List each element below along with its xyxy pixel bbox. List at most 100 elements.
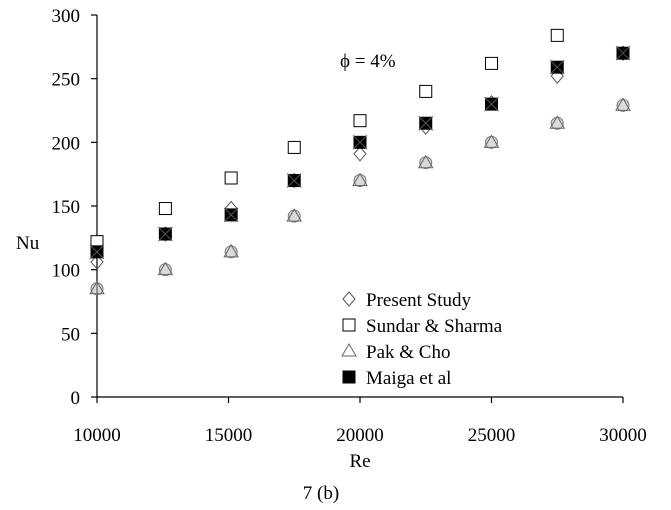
x-tick-label: 25000 <box>468 425 516 446</box>
y-tick-labels: 0 50 100 150 200 250 300 <box>52 6 81 409</box>
x-tick-labels: 10000 15000 20000 25000 30000 <box>73 425 647 446</box>
data-point-circle <box>90 282 104 296</box>
legend-label: Present Study <box>366 290 472 311</box>
legend-item: Pak & Cho <box>341 342 450 363</box>
data-point-triangle <box>615 97 631 111</box>
data-point-x-stroke-b <box>484 96 499 112</box>
data-point-triangle <box>157 261 174 276</box>
data-point-triangle-shape <box>352 172 368 187</box>
data-point-circle-shape <box>158 263 172 277</box>
data-point-square-shape <box>287 140 301 154</box>
legend-marker-shape <box>342 291 356 307</box>
data-point-triangle-shape <box>417 154 434 169</box>
data-point-square-shape <box>550 28 564 42</box>
series-circle <box>90 98 630 296</box>
data-point-x-stroke-b <box>158 226 173 242</box>
data-point-diamond-shape <box>90 254 104 270</box>
data-point-square <box>287 140 301 154</box>
series-x <box>89 45 631 260</box>
data-point-triangle <box>483 134 500 148</box>
data-point-square <box>550 28 564 42</box>
legend-marker <box>341 343 357 357</box>
data-point-triangle-shape <box>549 115 566 129</box>
data-point-diamond <box>550 68 564 84</box>
data-point-triangle-shape <box>615 97 631 111</box>
data-point-x-stroke-b <box>89 244 105 260</box>
legend-item: Sundar & Sharma <box>342 316 503 337</box>
data-point-x <box>89 244 105 260</box>
x-tick-label: 10000 <box>73 425 121 446</box>
data-point-x-stroke-b <box>549 59 565 75</box>
x-axis-label: Re <box>349 451 370 472</box>
data-point-triangle <box>549 115 566 129</box>
series-triangle <box>89 97 631 295</box>
data-point-circle <box>224 245 238 259</box>
phi-annotation: ϕ = 4% <box>340 51 396 72</box>
data-point-x-stroke-b <box>418 115 434 131</box>
data-point-square-shape <box>158 202 172 216</box>
x-tick-label: 30000 <box>599 425 647 446</box>
data-point-circle-shape <box>287 209 301 223</box>
data-point-circle-shape <box>90 282 104 296</box>
y-tick-label: 150 <box>52 197 81 218</box>
y-tick-label: 100 <box>52 261 81 282</box>
data-point-x <box>484 96 499 112</box>
figure-caption: 7 (b) <box>303 483 339 504</box>
data-point-triangle <box>223 243 240 258</box>
data-point-circle <box>419 156 433 170</box>
series-square <box>90 28 564 249</box>
legend-label: Sundar & Sharma <box>366 316 503 337</box>
y-tick-label: 250 <box>52 70 81 91</box>
data-point-circle <box>353 174 367 188</box>
data-point-x-stroke-b <box>615 45 631 61</box>
data-point-square <box>353 114 367 128</box>
data-point-triangle <box>286 208 303 222</box>
data-point-triangle-shape <box>223 243 240 258</box>
legend-label: Pak & Cho <box>366 342 450 363</box>
data-point-diamond <box>90 254 104 270</box>
data-point-x <box>223 207 239 223</box>
data-point-circle <box>158 263 172 277</box>
legend-label: Maiga et al <box>366 368 451 389</box>
data-point-triangle-shape <box>157 261 174 276</box>
data-point-circle <box>550 116 564 130</box>
data-point-triangle-shape <box>286 208 303 222</box>
series-filled-square <box>90 46 630 259</box>
y-tick-label: 0 <box>71 388 81 409</box>
data-point-diamond-shape <box>353 146 367 162</box>
data-marks <box>89 28 631 296</box>
legend-marker-shape <box>341 343 357 357</box>
data-point-x <box>286 173 302 188</box>
legend-marker <box>342 318 356 332</box>
legend-item: Present Study <box>342 290 472 311</box>
data-point-circle-shape <box>485 135 498 149</box>
data-point-x <box>352 134 368 150</box>
data-point-x <box>158 226 173 242</box>
data-point-circle <box>485 135 498 149</box>
data-point-square <box>419 84 433 98</box>
data-point-triangle-shape <box>483 134 500 148</box>
data-point-circle-shape <box>616 98 630 112</box>
y-tick-label: 50 <box>61 324 80 345</box>
data-point-circle-shape <box>550 116 564 130</box>
y-axis-label: Nu <box>16 233 40 254</box>
data-point-triangle <box>352 172 368 187</box>
data-point-diamond-shape <box>550 68 564 84</box>
data-point-x <box>615 45 631 61</box>
data-point-x <box>549 59 565 75</box>
data-point-square <box>158 202 172 216</box>
data-point-x <box>418 115 434 131</box>
data-point-circle-shape <box>419 156 433 170</box>
data-point-square <box>485 56 498 70</box>
y-tick-label: 300 <box>52 6 81 27</box>
y-tick-label: 200 <box>52 133 81 154</box>
data-point-diamond <box>353 146 367 162</box>
x-tick-label: 15000 <box>205 425 253 446</box>
data-point-circle-shape <box>353 174 367 188</box>
data-point-square-shape <box>419 84 433 98</box>
data-point-circle-shape <box>224 245 238 259</box>
legend: Present Study Sundar & Sharma Pak & Cho Mai… <box>341 290 503 389</box>
x-tick-label: 20000 <box>336 425 384 446</box>
data-point-x-stroke-b <box>223 207 239 223</box>
data-point-square-shape <box>224 171 238 185</box>
